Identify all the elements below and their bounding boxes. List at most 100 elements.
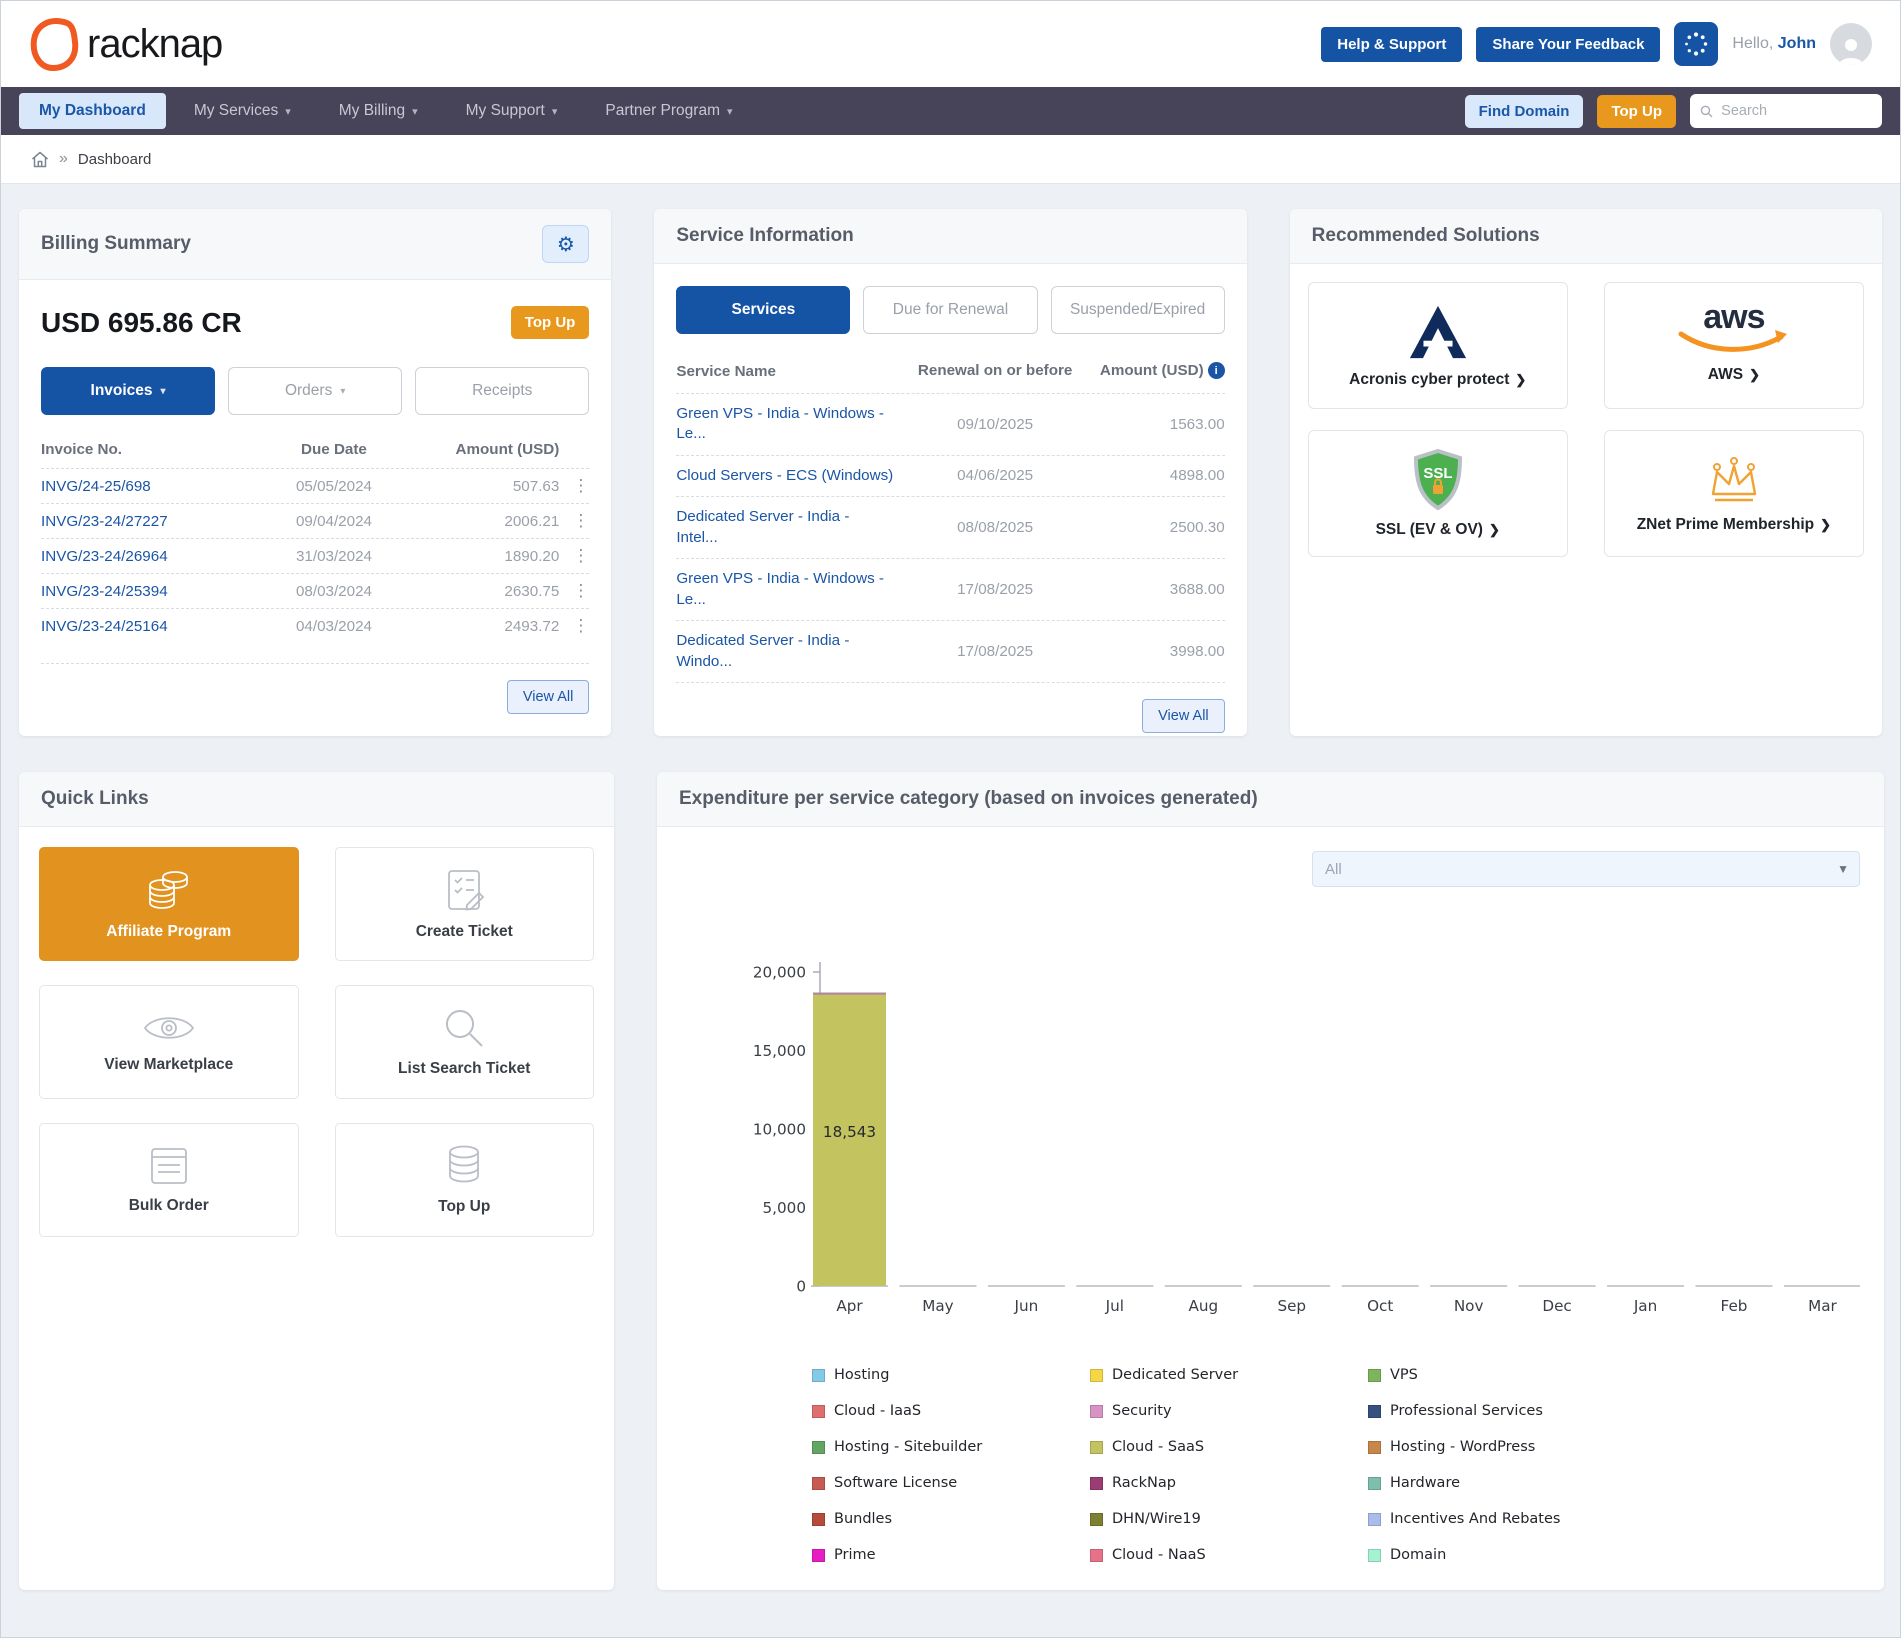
billing-summary-card: Billing Summary ⚙ USD 695.86 CR Top Up I… (19, 209, 612, 736)
racknap-logo-icon (30, 18, 79, 71)
service-link[interactable]: Dedicated Server - India - Windo... (676, 632, 850, 670)
help-support-button[interactable]: Help & Support (1321, 26, 1463, 62)
invoice-table-header: Invoice No. Due Date Amount (USD) (41, 435, 590, 469)
legend-label: Hosting - WordPress (1390, 1439, 1536, 1455)
avatar[interactable] (1830, 23, 1872, 65)
tile-znet-prime[interactable]: ZNet Prime Membership ❯ (1603, 430, 1864, 557)
quick-link-create-ticket[interactable]: Create Ticket (334, 847, 594, 961)
legend-item: Domain (1368, 1547, 1646, 1563)
nav-top-up-button[interactable]: Top Up (1597, 94, 1676, 128)
chevron-right-icon: ❯ (1488, 521, 1500, 537)
legend-swatch (1368, 1404, 1381, 1418)
ticket-checklist-icon (448, 870, 485, 911)
invoice-link[interactable]: INVG/24-25/698 (41, 477, 151, 495)
coin-stack-icon (449, 1145, 480, 1183)
nav-my-dashboard[interactable]: My Dashboard (19, 93, 166, 129)
chevron-right-icon: ❯ (1515, 371, 1527, 387)
tile-acronis[interactable]: Acronis cyber protect ❯ (1307, 282, 1568, 409)
legend-item: Hosting (812, 1367, 1090, 1383)
billing-view-all-button[interactable]: View All (506, 680, 590, 714)
kebab-menu-icon[interactable]: ⋮ (572, 546, 590, 565)
share-feedback-button[interactable]: Share Your Feedback (1476, 26, 1661, 62)
kebab-menu-icon[interactable]: ⋮ (572, 581, 590, 600)
greeting: Hello, John (1732, 35, 1816, 53)
tab-receipts[interactable]: Receipts (415, 367, 590, 415)
list-item: Cloud Servers - ECS (Windows) 04/06/2025… (676, 456, 1225, 498)
recommended-title: Recommended Solutions (1311, 225, 1540, 246)
nav-my-services[interactable]: My Services ▾ (174, 93, 311, 129)
invoice-link[interactable]: INVG/23-24/27227 (41, 512, 168, 530)
tab-orders[interactable]: Orders ▾ (228, 367, 403, 415)
find-domain-button[interactable]: Find Domain (1464, 94, 1584, 128)
nav-partner-program[interactable]: Partner Program ▾ (585, 93, 752, 129)
service-link[interactable]: Green VPS - India - Windows - Le... (676, 570, 884, 608)
search-input[interactable] (1721, 103, 1872, 119)
legend-swatch (812, 1548, 825, 1562)
dots-circle-icon[interactable] (1674, 22, 1719, 66)
tab-services[interactable]: Services (676, 286, 851, 334)
service-information-card: Service Information Services Due for Ren… (654, 209, 1247, 736)
kebab-menu-icon[interactable]: ⋮ (572, 476, 590, 495)
greeting-name: John (1777, 35, 1816, 52)
recommended-solutions-card: Recommended Solutions Acronis cyber prot… (1289, 209, 1882, 736)
search-box (1690, 94, 1882, 128)
quick-link-list-search-ticket[interactable]: List Search Ticket (334, 985, 594, 1099)
legend-swatch (1090, 1548, 1103, 1562)
legend-label: Software License (834, 1475, 958, 1491)
legend-item: RackNap (1090, 1475, 1368, 1491)
legend-label: Bundles (834, 1511, 893, 1527)
legend-swatch (1090, 1404, 1103, 1418)
legend-label: Incentives And Rebates (1390, 1511, 1561, 1527)
quick-link-top-up[interactable]: Top Up (334, 1123, 594, 1237)
svg-text:10,000: 10,000 (753, 1121, 806, 1139)
ssl-shield-icon: SSL (1413, 448, 1462, 510)
quick-link-affiliate-program[interactable]: Affiliate Program (39, 847, 299, 961)
legend-swatch (1368, 1476, 1381, 1490)
gear-icon[interactable]: ⚙ (542, 225, 590, 263)
legend-label: Cloud - SaaS (1112, 1439, 1205, 1455)
chevron-down-icon: ▾ (340, 385, 346, 397)
table-row: INVG/23-24/25164 04/03/2024 2493.72 ⋮ (41, 616, 590, 635)
svg-text:0: 0 (796, 1278, 806, 1296)
legend-item: Hardware (1368, 1475, 1646, 1491)
legend-label: Domain (1390, 1547, 1447, 1563)
nav-my-support[interactable]: My Support ▾ (446, 93, 578, 129)
crown-icon (1711, 456, 1757, 501)
svg-text:Jun: Jun (1014, 1297, 1039, 1315)
svg-text:Dec: Dec (1542, 1297, 1571, 1315)
service-link[interactable]: Cloud Servers - ECS (Windows) (676, 466, 894, 484)
expenditure-bar-chart: 0 5,000 10,000 15,000 20,000 Apr 18,543 May Jun J… (753, 962, 1860, 1315)
invoice-link[interactable]: INVG/23-24/25164 (41, 617, 168, 635)
legend-swatch (1090, 1440, 1103, 1454)
legend-label: Hosting (834, 1367, 890, 1383)
quick-link-view-marketplace[interactable]: View Marketplace (39, 985, 299, 1099)
tab-suspended-expired[interactable]: Suspended/Expired (1050, 286, 1225, 334)
legend-item: Software License (812, 1475, 1090, 1491)
breadcrumb-separator: » (59, 150, 68, 167)
tile-aws[interactable]: aws AWS ❯ (1603, 282, 1864, 409)
chevron-down-icon: ▾ (551, 105, 558, 118)
nav-my-billing[interactable]: My Billing ▾ (319, 93, 438, 129)
chevron-right-icon: ❯ (1749, 366, 1760, 382)
kebab-menu-icon[interactable]: ⋮ (572, 616, 590, 635)
services-view-all-button[interactable]: View All (1142, 699, 1225, 734)
category-filter-dropdown[interactable]: All ▼ (1312, 851, 1860, 887)
tile-ssl[interactable]: SSL SSL (EV & OV) ❯ (1307, 430, 1568, 557)
info-icon[interactable]: i (1207, 362, 1225, 380)
invoice-link[interactable]: INVG/23-24/25394 (41, 582, 168, 600)
service-link[interactable]: Green VPS - India - Windows - Le... (676, 404, 884, 443)
home-icon[interactable] (31, 151, 49, 168)
chart-title: Expenditure per service category (based … (679, 788, 1258, 809)
quick-link-bulk-order[interactable]: Bulk Order (39, 1123, 299, 1237)
invoice-link[interactable]: INVG/23-24/26964 (41, 547, 168, 565)
legend-swatch (1368, 1512, 1381, 1526)
billing-top-up-button[interactable]: Top Up (510, 306, 590, 339)
tab-due-for-renewal[interactable]: Due for Renewal (863, 286, 1038, 334)
kebab-menu-icon[interactable]: ⋮ (572, 511, 590, 530)
tab-invoices[interactable]: Invoices ▾ (41, 367, 216, 415)
service-link[interactable]: Dedicated Server - India - Intel... (676, 508, 850, 546)
legend-item: Cloud - NaaS (1090, 1547, 1368, 1563)
svg-text:Nov: Nov (1454, 1297, 1484, 1315)
legend-item: Cloud - IaaS (812, 1403, 1090, 1419)
legend-swatch (1368, 1548, 1381, 1562)
